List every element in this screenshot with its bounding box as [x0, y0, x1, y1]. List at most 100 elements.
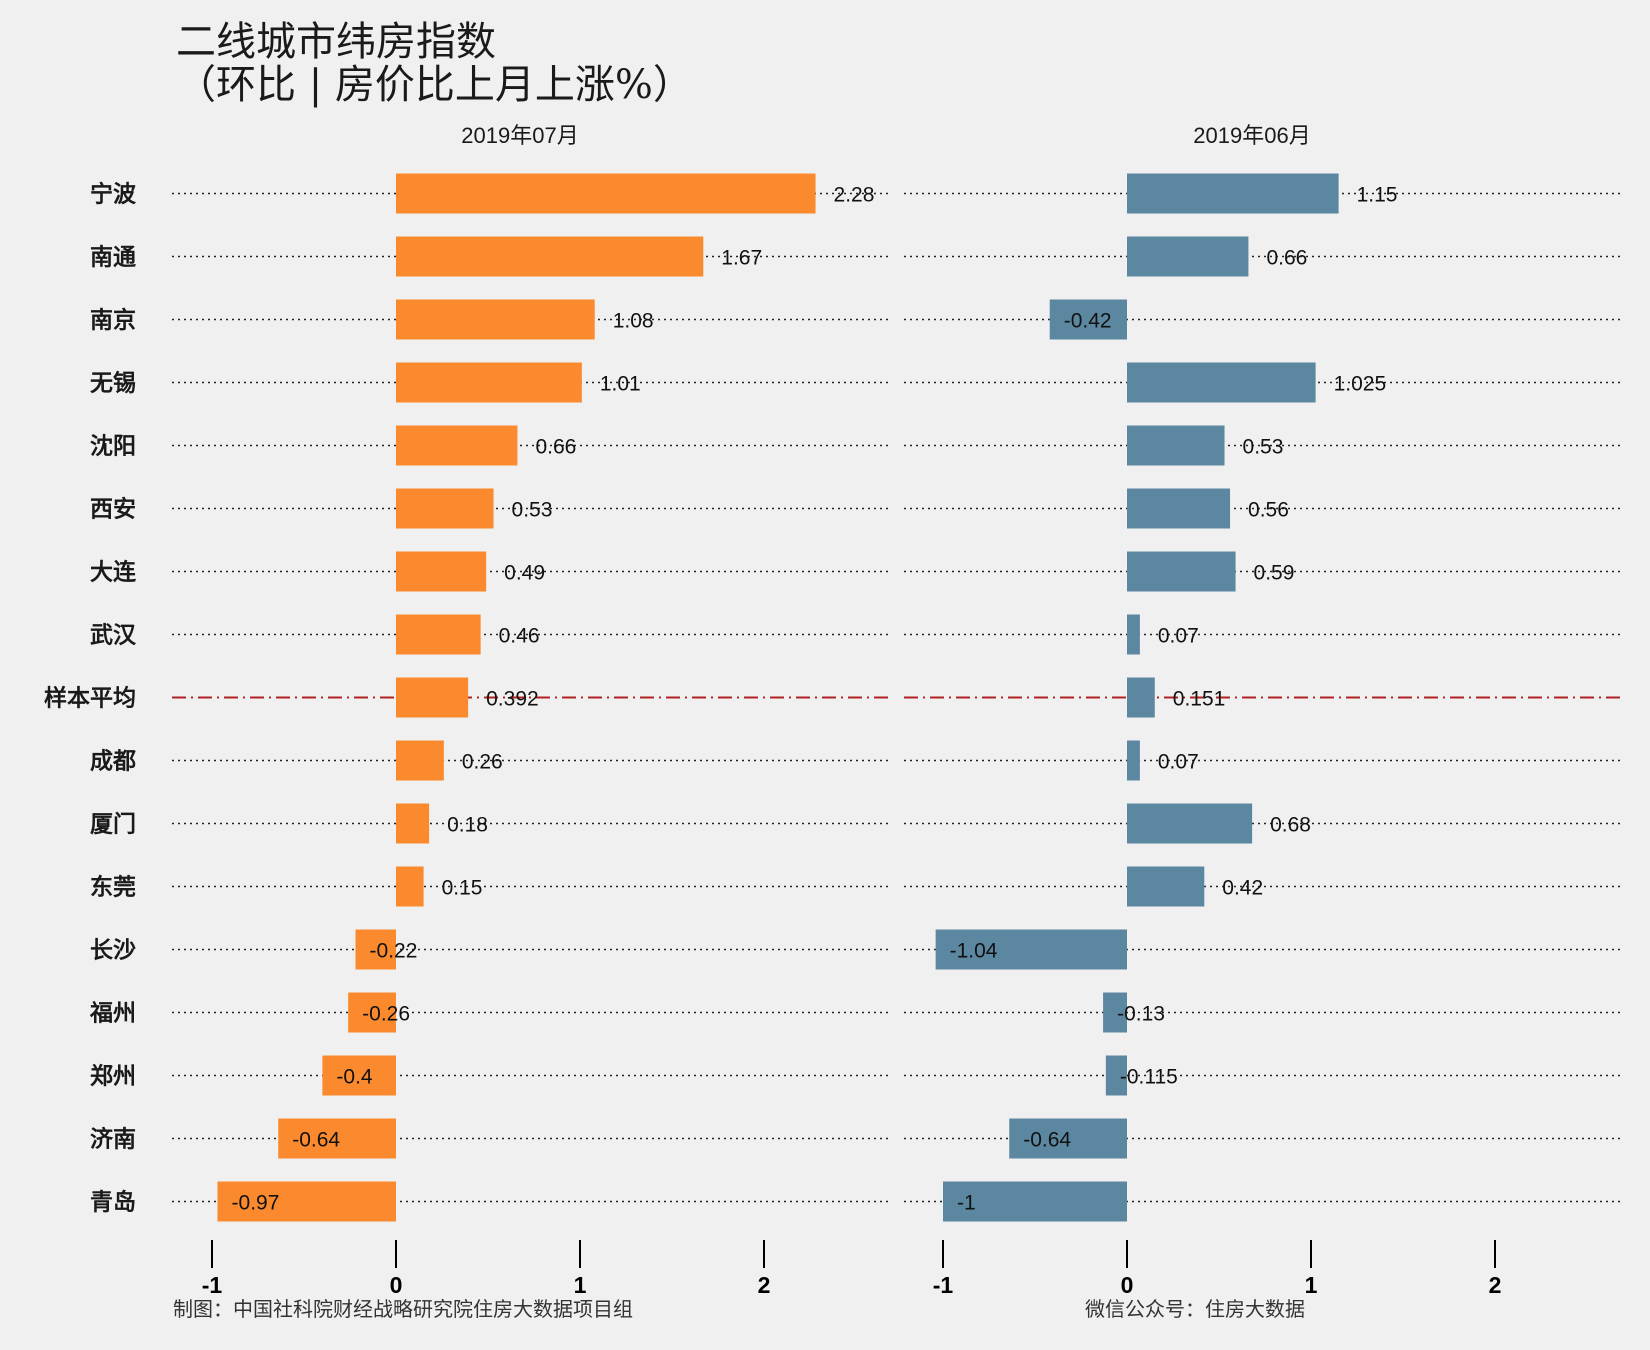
bar-value-label: 0.151 — [1173, 688, 1226, 711]
bar — [396, 551, 487, 592]
bar — [1127, 614, 1140, 655]
bar-value-label: 0.18 — [447, 814, 488, 837]
bar — [348, 992, 396, 1033]
category-label: 成都 — [90, 748, 136, 775]
category-label: 南通 — [90, 244, 136, 271]
bar — [1105, 1055, 1127, 1096]
bar-value-label: 0.66 — [535, 436, 576, 459]
bar — [935, 929, 1127, 970]
bar-value-label: 0.59 — [1254, 562, 1295, 585]
bar — [396, 425, 518, 466]
category-label: 厦门 — [90, 811, 136, 838]
x-tick-label: 2 — [1489, 1272, 1502, 1298]
bar-value-label: 0.26 — [462, 751, 503, 774]
bar-value-label: 1.15 — [1357, 184, 1398, 207]
bar — [1127, 803, 1253, 844]
category-label: 大连 — [90, 559, 137, 586]
bar-value-label: -0.42 — [1064, 310, 1112, 333]
bar — [1103, 992, 1127, 1033]
bar — [1127, 677, 1155, 718]
category-label: 东莞 — [90, 874, 136, 901]
bar — [278, 1118, 396, 1159]
bar — [1127, 173, 1339, 214]
bar — [1127, 866, 1205, 907]
x-tick-label: 1 — [1305, 1272, 1318, 1298]
bar-value-label: -0.97 — [232, 1192, 280, 1215]
bar-value-label: 1.67 — [721, 247, 762, 270]
category-label: 样本平均 — [44, 685, 136, 712]
bar-value-label: -0.64 — [1023, 1129, 1071, 1152]
bar-value-label: 0.49 — [504, 562, 545, 585]
bar-value-label: 0.68 — [1270, 814, 1311, 837]
bar — [1127, 551, 1236, 592]
x-tick-label: 1 — [574, 1272, 587, 1298]
chart-title-line2: （环比 | 房价比上月上涨%） — [176, 62, 693, 108]
bar — [396, 614, 481, 655]
bar-value-label: 0.66 — [1266, 247, 1307, 270]
panel-right: 2019年06月 1.15 0.66 -0.42 1.025 0.53 0.56 0.59 0.… — [904, 123, 1620, 1298]
bar — [396, 299, 595, 340]
category-label: 济南 — [90, 1126, 136, 1153]
bar-value-label: -1 — [957, 1192, 976, 1215]
bar — [1127, 425, 1225, 466]
category-label: 宁波 — [90, 181, 137, 208]
bar-value-label: 1.025 — [1334, 373, 1387, 396]
bar-value-label: -1.04 — [950, 940, 998, 963]
bar — [355, 929, 396, 970]
bar — [396, 173, 816, 214]
bar-value-label: -0.4 — [336, 1066, 373, 1089]
x-tick-label: -1 — [202, 1272, 223, 1298]
category-label: 长沙 — [90, 937, 136, 964]
bar-value-label: 0.42 — [1222, 877, 1263, 900]
panel-title-left: 2019年07月 — [461, 123, 578, 148]
chart-title-line1: 二线城市纬房指数 — [176, 19, 496, 65]
category-label: 南京 — [90, 307, 136, 334]
bar — [396, 677, 469, 718]
bar-value-label: 1.08 — [613, 310, 654, 333]
bar — [396, 488, 494, 529]
bar-value-label: -0.13 — [1117, 1003, 1165, 1026]
bar-value-label: 0.07 — [1158, 625, 1199, 648]
bar — [1127, 236, 1249, 277]
bar — [217, 1181, 396, 1222]
bar — [322, 1055, 396, 1096]
bar — [1049, 299, 1127, 340]
bar — [396, 866, 424, 907]
bar — [1127, 488, 1231, 529]
bar-value-label: -0.26 — [362, 1003, 410, 1026]
footer-credit: 制图：中国社科院财经战略研究院住房大数据项目组 — [173, 1297, 633, 1321]
bar — [1127, 362, 1316, 403]
bar-value-label: 1.01 — [600, 373, 641, 396]
category-label: 武汉 — [90, 622, 137, 649]
category-label: 郑州 — [90, 1063, 136, 1090]
bar — [396, 803, 430, 844]
chart-panels: 2019年07月 2.28 1.67 1.08 1.01 0.66 0.53 0.49 0.46… — [44, 123, 1620, 1298]
bar-value-label: 0.07 — [1158, 751, 1199, 774]
x-tick-label: 2 — [758, 1272, 771, 1298]
bar-value-label: -0.115 — [1120, 1066, 1178, 1089]
bar-value-label: 0.56 — [1248, 499, 1289, 522]
x-tick-label: 0 — [1121, 1272, 1134, 1298]
bar — [1127, 740, 1140, 781]
bar — [396, 236, 704, 277]
bar — [943, 1181, 1127, 1222]
bar-value-label: 0.46 — [499, 625, 540, 648]
bar-value-label: -0.22 — [370, 940, 418, 963]
category-label: 无锡 — [90, 370, 136, 397]
bar-value-label: 0.15 — [442, 877, 483, 900]
panel-left: 2019年07月 2.28 1.67 1.08 1.01 0.66 0.53 0.49 0.46… — [172, 123, 888, 1298]
bar — [1009, 1118, 1127, 1159]
panel-title-right: 2019年06月 — [1193, 123, 1310, 148]
category-label: 青岛 — [90, 1189, 136, 1216]
bar-value-label: 2.28 — [834, 184, 875, 207]
bar-value-label: 0.392 — [486, 688, 539, 711]
bar-value-label: 0.53 — [512, 499, 553, 522]
bar-value-label: 0.53 — [1243, 436, 1284, 459]
category-label: 福州 — [89, 1000, 136, 1027]
x-tick-label: -1 — [933, 1272, 954, 1298]
x-tick-label: 0 — [390, 1272, 403, 1298]
bar — [396, 362, 582, 403]
category-label: 沈阳 — [90, 433, 136, 460]
bar-value-label: -0.64 — [292, 1129, 340, 1152]
